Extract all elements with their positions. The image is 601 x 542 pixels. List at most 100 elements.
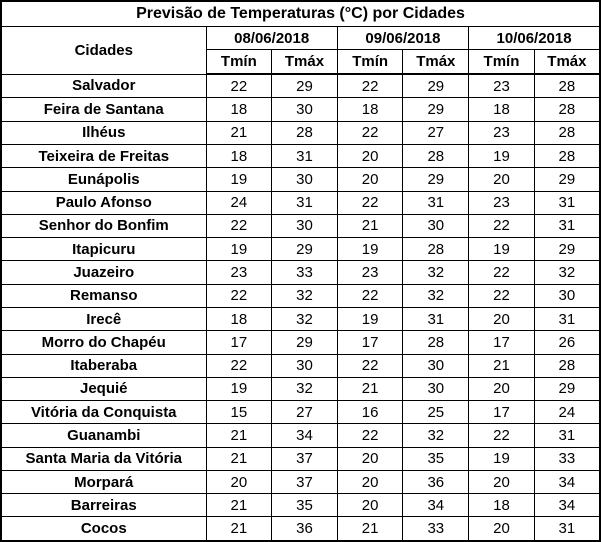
temp-cell: 36 [271, 516, 338, 542]
temp-cell: 21 [336, 376, 404, 402]
temp-cell: 25 [402, 400, 470, 425]
temp-cell: 36 [402, 469, 470, 495]
temp-cell: 30 [402, 353, 470, 378]
temp-cell: 31 [533, 306, 601, 332]
city-cell: Senhor do Bonfim [0, 213, 207, 239]
city-cell: Cocos [0, 516, 207, 542]
temp-cell: 20 [468, 167, 535, 192]
temp-cell: 21 [205, 423, 273, 448]
temp-cell: 22 [336, 73, 404, 99]
city-cell: Eunápolis [0, 167, 207, 192]
cities-column-header: Cidades [0, 26, 207, 75]
temp-cell: 22 [468, 260, 535, 285]
temp-cell: 24 [533, 400, 601, 425]
date-header-2: 09/06/2018 [336, 26, 470, 50]
table-row: Cocos 21 36 21 33 20 31 [0, 516, 601, 542]
temp-cell: 28 [533, 353, 601, 378]
temp-cell: 34 [533, 493, 601, 518]
temp-cell: 31 [402, 190, 470, 215]
temp-cell: 29 [271, 237, 338, 262]
temp-cell: 17 [205, 330, 273, 355]
temp-cell: 34 [402, 493, 470, 518]
temp-cell: 35 [402, 446, 470, 471]
table-row: Salvador 22 29 22 29 23 28 [0, 73, 601, 99]
temp-cell: 30 [271, 167, 338, 192]
temp-cell: 17 [468, 330, 535, 355]
date-header-3: 10/06/2018 [468, 26, 601, 50]
temp-cell: 21 [205, 120, 273, 145]
temp-cell: 30 [271, 213, 338, 239]
table-row: Senhor do Bonfim 22 30 21 30 22 31 [0, 213, 601, 239]
subheader-row: Tmín Tmáx Tmín Tmáx Tmín Tmáx [1, 49, 601, 75]
temp-cell: 31 [533, 516, 601, 542]
temp-cell: 20 [336, 469, 404, 495]
temp-cell: 17 [336, 330, 404, 355]
table-row: Juazeiro 23 33 23 32 22 32 [0, 260, 601, 285]
date-header-1: 08/06/2018 [205, 26, 338, 50]
temp-cell: 27 [271, 400, 338, 425]
temp-cell: 32 [533, 260, 601, 285]
temp-cell: 34 [533, 469, 601, 495]
temp-cell: 31 [271, 190, 338, 215]
city-cell: Ilhéus [0, 120, 207, 145]
table-row: Remanso 22 32 22 32 22 30 [0, 283, 601, 308]
temp-cell: 22 [205, 283, 273, 308]
temp-cell: 18 [336, 97, 404, 122]
temp-cell: 23 [205, 260, 273, 285]
city-cell: Paulo Afonso [0, 190, 207, 215]
city-cell: Jequié [0, 376, 207, 402]
table-row: Ilhéus 21 28 22 27 23 28 [0, 120, 601, 145]
table-row: Irecê 18 32 19 31 20 31 [0, 306, 601, 332]
temp-cell: 19 [336, 237, 404, 262]
temp-cell: 19 [205, 376, 273, 402]
city-cell: Santa Maria da Vitória [0, 446, 207, 471]
temp-cell: 31 [533, 190, 601, 215]
temp-cell: 32 [402, 260, 470, 285]
temp-cell: 22 [205, 353, 273, 378]
city-cell: Morro do Chapéu [0, 330, 207, 355]
temp-cell: 29 [402, 167, 470, 192]
city-cell: Morpará [0, 469, 207, 495]
temp-cell: 31 [533, 213, 601, 239]
temp-cell: 19 [336, 306, 404, 332]
temp-cell: 22 [336, 353, 404, 378]
table-row: Feira de Santana 18 30 18 29 18 28 [0, 97, 601, 122]
table-row: Santa Maria da Vitória 21 37 20 35 19 33 [0, 446, 601, 471]
temp-cell: 20 [468, 376, 535, 402]
temp-cell: 16 [336, 400, 404, 425]
city-cell: Juazeiro [0, 260, 207, 285]
table-row: Itapicuru 19 29 19 28 19 29 [0, 237, 601, 262]
temp-cell: 37 [271, 446, 338, 471]
temp-cell: 32 [271, 306, 338, 332]
temp-cell: 30 [402, 213, 470, 239]
temp-cell: 29 [402, 97, 470, 122]
city-cell: Itapicuru [0, 237, 207, 262]
city-cell: Feira de Santana [0, 97, 207, 122]
temp-cell: 32 [402, 423, 470, 448]
city-cell: Guanambi [0, 423, 207, 448]
temp-cell: 29 [533, 167, 601, 192]
table-row: Barreiras 21 35 20 34 18 34 [0, 493, 601, 518]
temp-cell: 32 [402, 283, 470, 308]
table-row: Paulo Afonso 24 31 22 31 23 31 [0, 190, 601, 215]
city-cell: Irecê [0, 306, 207, 332]
temp-cell: 22 [468, 423, 535, 448]
temp-cell: 20 [336, 143, 404, 169]
temp-cell: 28 [271, 120, 338, 145]
temp-cell: 26 [533, 330, 601, 355]
temp-cell: 30 [402, 376, 470, 402]
temp-cell: 20 [205, 469, 273, 495]
temp-cell: 28 [402, 237, 470, 262]
temp-cell: 28 [533, 97, 601, 122]
temp-cell: 33 [402, 516, 470, 542]
table-row: Vitória da Conquista 15 27 16 25 17 24 [0, 400, 601, 425]
city-cell: Barreiras [0, 493, 207, 518]
temp-cell: 20 [468, 516, 535, 542]
tmax-header-1: Tmáx [271, 49, 338, 75]
temp-cell: 29 [533, 376, 601, 402]
temp-cell: 21 [205, 516, 273, 542]
table-row: Itaberaba 22 30 22 30 21 28 [0, 353, 601, 378]
temp-cell: 33 [271, 260, 338, 285]
table-row: Morpará 20 37 20 36 20 34 [0, 469, 601, 495]
